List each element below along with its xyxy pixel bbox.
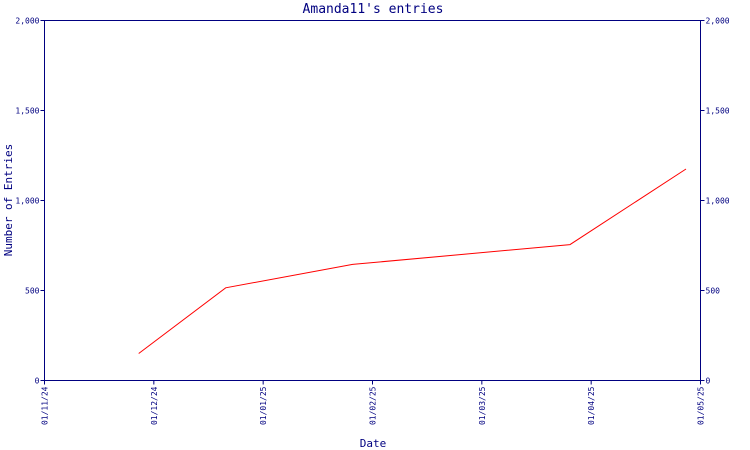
chart-title: Amanda11's entries [303, 2, 444, 17]
y-tick-label-right: 0 [706, 377, 711, 386]
y-tick-label-left: 2,000 [15, 17, 39, 26]
x-axis-title: Date [360, 437, 387, 450]
series-group [138, 168, 687, 354]
x-tick-label: 01/03/25 [478, 386, 487, 425]
x-tick-label: 01/11/24 [41, 386, 50, 425]
y-axis-left: 0 500 1,000 1,500 2,000 [15, 17, 45, 386]
y-tick-label-right: 1,500 [706, 107, 730, 116]
x-tick-label: 01/02/25 [369, 386, 378, 425]
series-line [138, 168, 687, 354]
x-axis: 01/11/24 01/12/24 01/01/25 01/02/25 01/03/25… [41, 380, 706, 425]
y-tick-label-left: 500 [25, 287, 40, 296]
y-axis-title: Number of Entries [2, 144, 15, 257]
plot-frame [44, 20, 701, 381]
x-tick-label: 01/04/25 [587, 386, 596, 425]
y-tick-label-left: 0 [35, 377, 40, 386]
x-tick-label: 01/01/25 [259, 386, 268, 425]
y-tick-label-right: 2,000 [706, 17, 730, 26]
x-tick-label: 01/05/25 [697, 386, 706, 425]
y-axis-right: 0 500 1,000 1,500 2,000 [700, 17, 730, 386]
x-tick-label: 01/12/24 [150, 386, 159, 425]
y-tick-label-left: 1,000 [15, 197, 39, 206]
y-tick-label-right: 1,000 [706, 197, 730, 206]
y-tick-label-right: 500 [706, 287, 721, 296]
y-tick-label-left: 1,500 [15, 107, 39, 116]
